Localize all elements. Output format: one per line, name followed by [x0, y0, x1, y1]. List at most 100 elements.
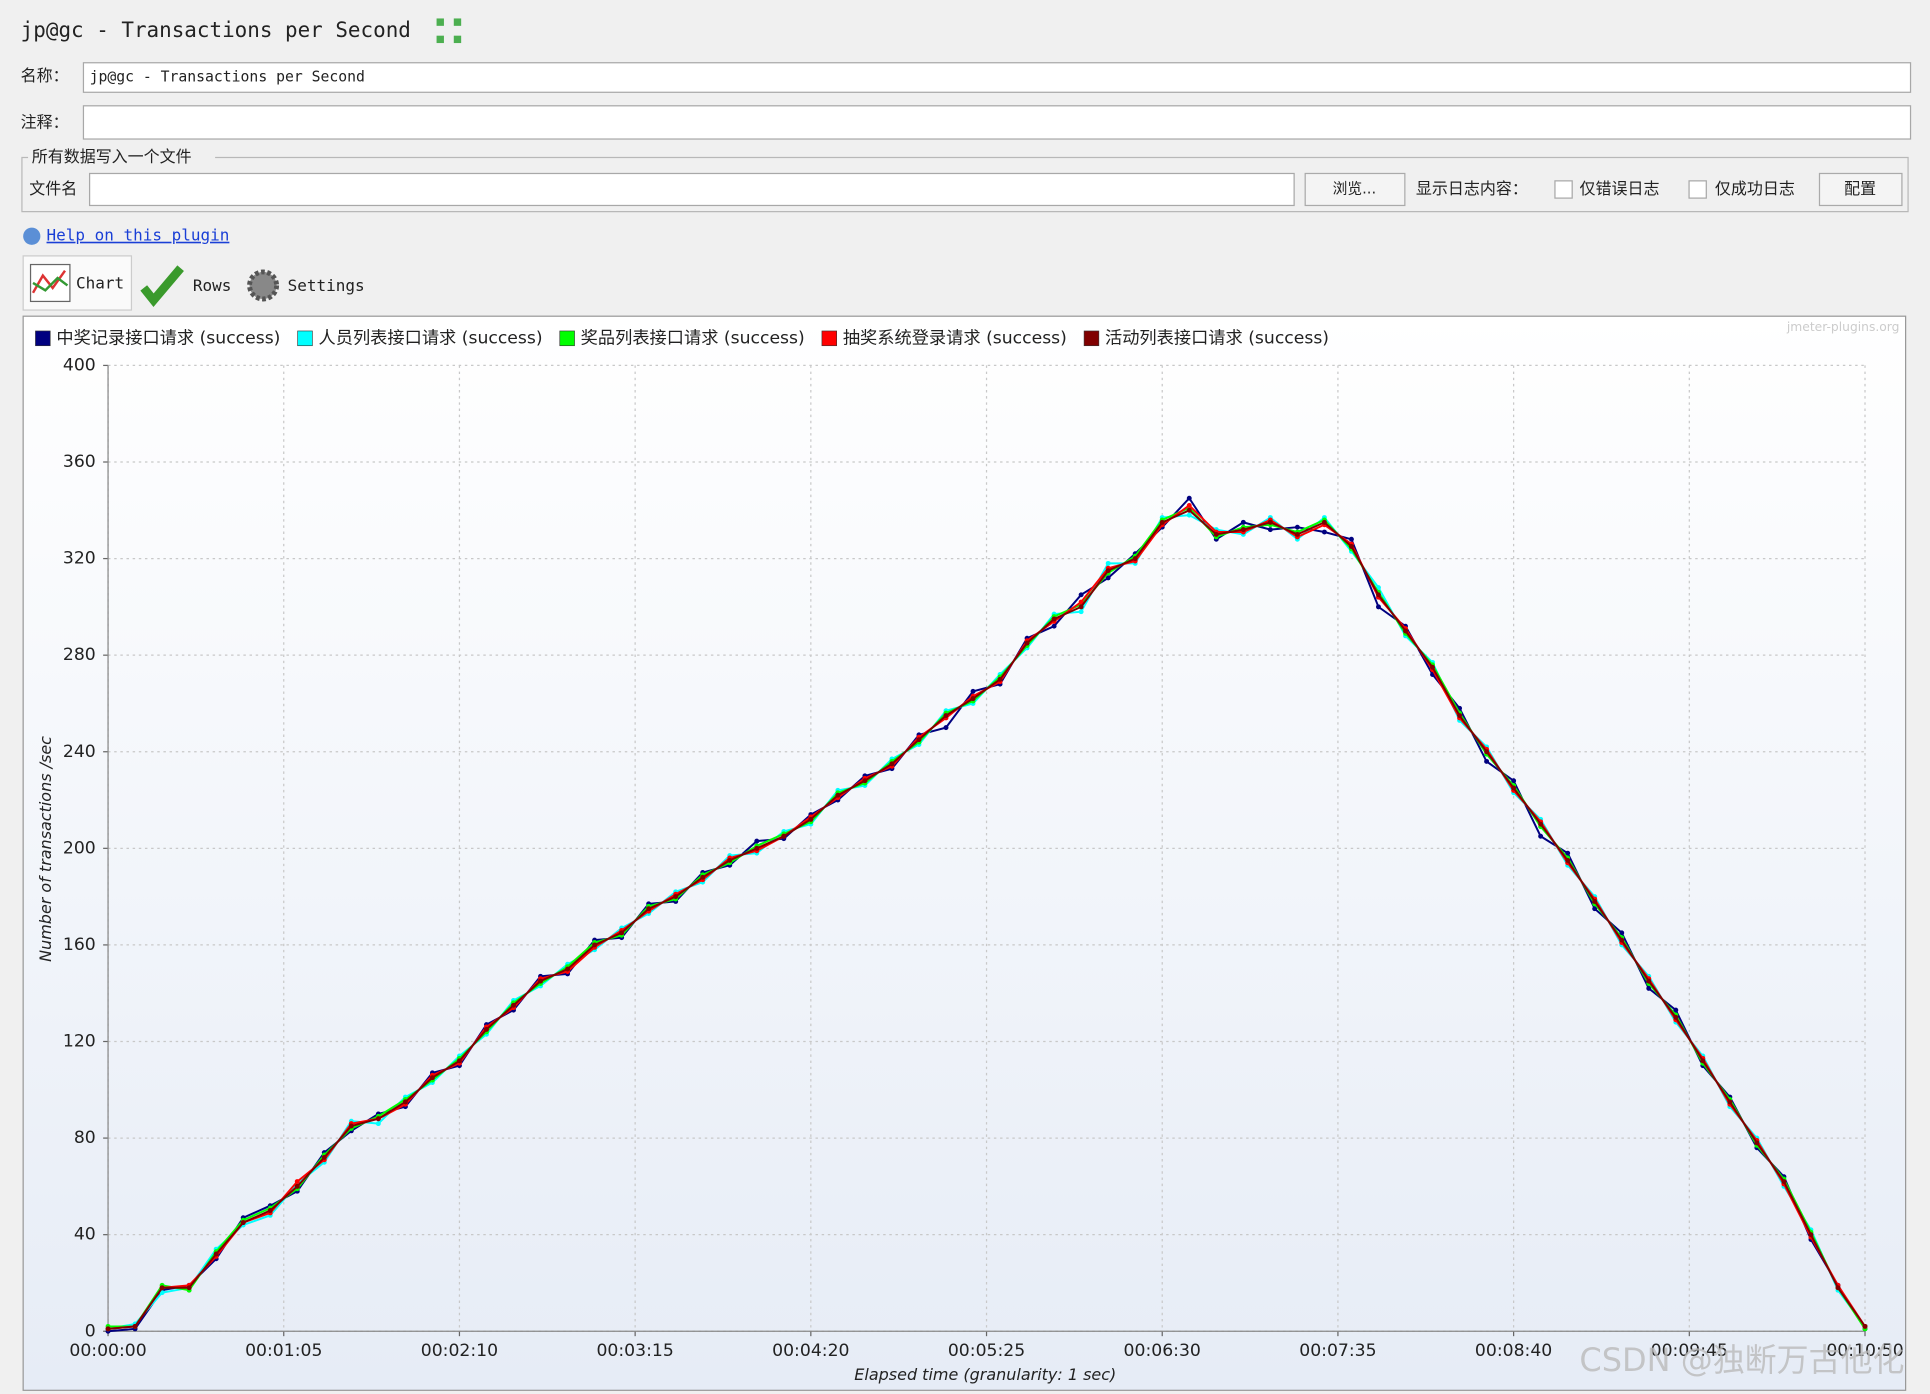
data-point: [1457, 713, 1463, 718]
watermark: CSDN @独断万古他化: [1579, 1341, 1904, 1379]
x-axis-label: Elapsed time (granularity: 1 sec): [854, 1365, 1116, 1384]
data-point: [1294, 531, 1300, 537]
data-point: [916, 737, 922, 743]
legend-swatch: [821, 330, 838, 347]
data-point: [1538, 821, 1544, 827]
log-label: 显示日志内容：: [1416, 179, 1528, 198]
errors-label: 仅错误日志: [1580, 179, 1660, 198]
data-point: [592, 942, 598, 948]
data-point: [375, 1121, 381, 1127]
data-point: [1619, 930, 1625, 936]
info-icon: [23, 227, 41, 245]
data-point: [429, 1075, 435, 1081]
data-point: [186, 1285, 192, 1291]
expand-icon[interactable]: [436, 18, 462, 44]
data-point: [1592, 906, 1598, 912]
x-tick-label: 00:02:10: [421, 1341, 498, 1361]
legend-label: 人员列表接口请求 (success): [319, 328, 543, 348]
legend-label: 奖品列表接口请求 (success): [581, 328, 805, 348]
data-point: [1105, 568, 1111, 574]
file-input[interactable]: [88, 172, 1295, 207]
data-point: [1240, 527, 1246, 533]
file-label: 文件名: [29, 179, 77, 198]
data-point: [1484, 758, 1490, 764]
x-tick-label: 00:04:20: [772, 1341, 849, 1361]
help-link[interactable]: Help on this plugin: [47, 226, 230, 245]
data-point: [1267, 519, 1273, 525]
y-tick-label: 80: [74, 1128, 96, 1148]
data-point: [1403, 628, 1408, 634]
data-point: [673, 894, 679, 900]
settings-tab-icon[interactable]: [247, 269, 280, 302]
rows-tab-icon[interactable]: [140, 265, 184, 307]
chart-tab-icon: [29, 263, 71, 303]
y-tick-label: 200: [63, 838, 96, 858]
data-point: [267, 1208, 273, 1213]
configure-button[interactable]: [1818, 172, 1903, 207]
browse-button[interactable]: [1304, 172, 1406, 207]
data-point: [1078, 592, 1084, 598]
data-point: [240, 1220, 246, 1226]
data-point: [862, 778, 868, 784]
data-point: [402, 1099, 408, 1105]
data-point: [1078, 609, 1084, 615]
data-point: [781, 833, 787, 839]
data-point: [1511, 785, 1517, 791]
data-point: [538, 978, 543, 984]
data-point: [1024, 640, 1030, 646]
data-point: [700, 874, 706, 880]
data-point: [1348, 536, 1354, 542]
data-point: [1565, 850, 1571, 856]
data-point: [1186, 507, 1192, 513]
comment-input[interactable]: [82, 105, 1912, 140]
errors-checkbox[interactable]: [1554, 180, 1573, 199]
data-point: [565, 966, 571, 972]
data-point: [889, 761, 895, 767]
data-point: [1700, 1058, 1706, 1064]
data-point: [321, 1154, 327, 1160]
browse-label: 浏览...: [1333, 180, 1377, 197]
data-point: [294, 1179, 300, 1185]
data-point: [1835, 1285, 1841, 1291]
data-point: [456, 1058, 462, 1064]
y-tick-label: 280: [63, 645, 96, 665]
data-point: [1186, 495, 1192, 501]
tab-label: Rows: [193, 276, 232, 295]
data-point: [1376, 592, 1381, 598]
name-value: jp@gc - Transactions per Second: [90, 69, 365, 86]
data-point: [1754, 1140, 1760, 1146]
data-point: [1105, 575, 1111, 581]
y-tick-label: 0: [85, 1321, 96, 1341]
name-label: 名称：: [21, 66, 69, 85]
y-tick-label: 400: [63, 355, 96, 375]
data-point: [727, 857, 733, 863]
y-axis-label: Number of transactions /sec: [36, 736, 55, 962]
data-point: [1538, 833, 1544, 839]
data-point: [1565, 857, 1571, 863]
data-point: [1430, 664, 1435, 670]
data-point: [1267, 527, 1273, 533]
name-input[interactable]: [82, 62, 1912, 93]
data-point: [1646, 985, 1652, 991]
success-checkbox[interactable]: [1688, 180, 1707, 199]
configure-label: 配置: [1844, 179, 1876, 198]
x-tick-label: 00:08:40: [1475, 1341, 1552, 1361]
data-point: [159, 1290, 165, 1296]
y-tick-label: 160: [63, 935, 96, 955]
data-point: [835, 792, 841, 798]
file-group: [21, 156, 1909, 213]
data-point: [1105, 560, 1111, 566]
x-tick-label: 00:01:05: [245, 1341, 322, 1361]
data-point: [105, 1326, 111, 1332]
data-point: [1132, 556, 1138, 562]
window-title: jp@gc - Transactions per Second: [21, 18, 411, 42]
data-point: [646, 906, 652, 912]
success-label: 仅成功日志: [1715, 179, 1795, 198]
data-point: [997, 676, 1003, 682]
data-point: [943, 713, 949, 718]
data-point: [1781, 1179, 1787, 1185]
plot: 0 40 80 120 160 200 240 280 320 360 400 00:00:00 00:…: [35, 328, 1904, 1361]
data-point: [1862, 1323, 1868, 1329]
data-point: [1348, 544, 1354, 549]
data-point: [132, 1323, 138, 1329]
